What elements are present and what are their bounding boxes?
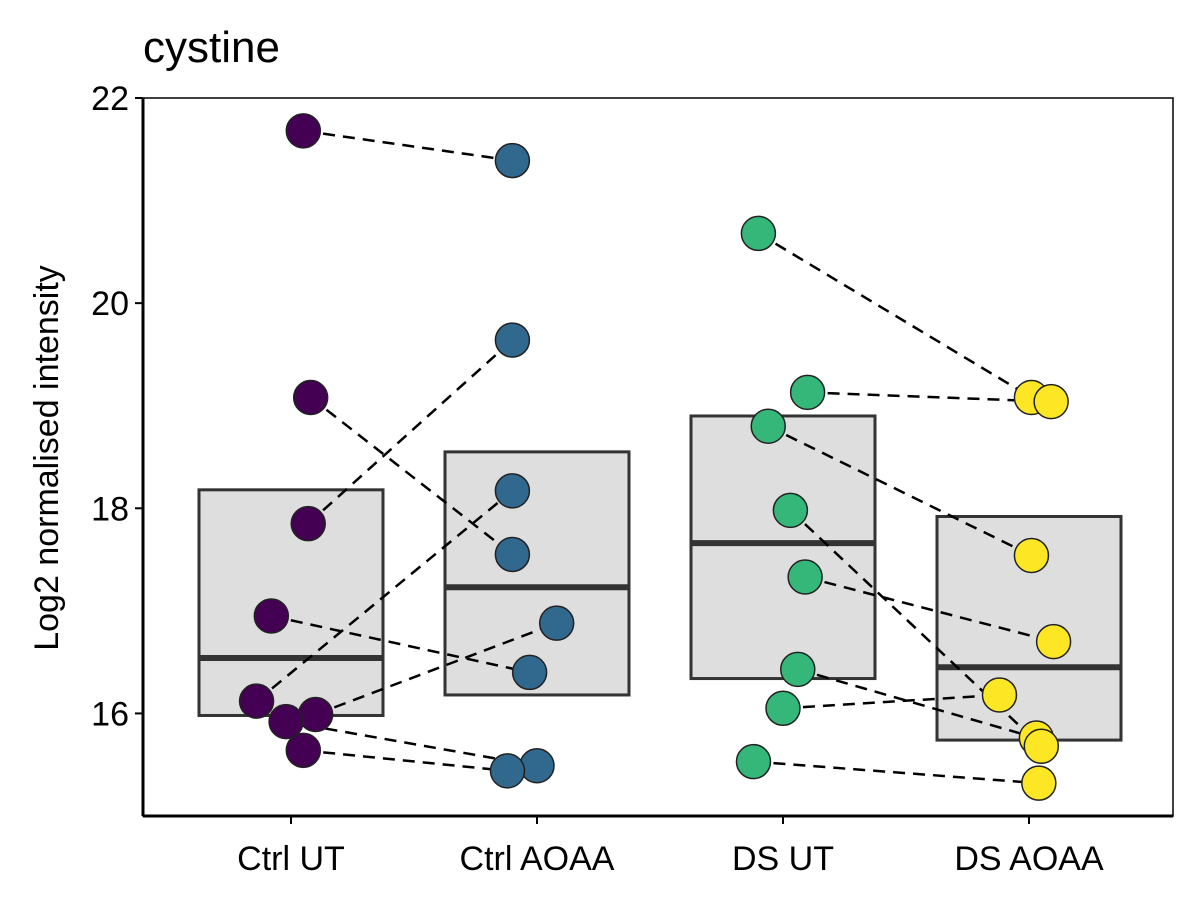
point-ds-ut-19 xyxy=(772,492,809,529)
y-tick-label-22: 22 xyxy=(91,80,129,118)
point-ctrl-aoaa-10 xyxy=(494,473,531,509)
pair-line-7 xyxy=(303,749,508,773)
point-ctrl-aoaa-13 xyxy=(511,654,548,691)
point-ctrl-ut-0 xyxy=(285,113,322,149)
pair-line-2 xyxy=(307,339,514,525)
point-ds-ut-20 xyxy=(787,559,823,595)
axes-layer: 16 18 20 22 Ctrl UT Ctrl AOAA DS UT DS AOAA xyxy=(91,80,1174,878)
point-ctrl-aoaa-15 xyxy=(489,753,526,789)
point-ctrl-aoaa-12 xyxy=(538,605,575,641)
y-tick-label-18: 18 xyxy=(91,490,129,528)
point-ds-aoaa-30 xyxy=(1023,728,1060,765)
pair-line-12 xyxy=(804,575,1054,643)
pair-line-10 xyxy=(767,425,1033,557)
point-ctrl-ut-4 xyxy=(238,683,275,719)
pair-line-5 xyxy=(315,621,558,716)
point-ds-ut-17 xyxy=(789,374,826,411)
pair-line-3 xyxy=(271,614,530,674)
point-ctrl-aoaa-8 xyxy=(494,142,531,179)
point-ctrl-ut-7 xyxy=(285,732,322,769)
point-ds-ut-16 xyxy=(740,215,777,252)
x-tick-label-ds-ut: DS UT xyxy=(732,840,834,878)
pair-line-13 xyxy=(797,668,1037,740)
point-ctrl-ut-5 xyxy=(297,696,334,733)
point-ds-aoaa-27 xyxy=(1035,623,1072,660)
point-ds-ut-21 xyxy=(780,651,816,688)
point-ctrl-ut-3 xyxy=(253,598,290,634)
boxes-layer xyxy=(197,414,1123,742)
pair-line-14 xyxy=(782,693,1000,710)
pair-line-8 xyxy=(757,232,1033,399)
point-ds-aoaa-25 xyxy=(1033,383,1069,420)
point-ctrl-aoaa-9 xyxy=(494,322,531,358)
pair-line-0 xyxy=(303,129,513,162)
point-ctrl-aoaa-14 xyxy=(519,747,555,784)
x-tick-label-ds-aoaa: DS AOAA xyxy=(954,840,1104,878)
point-ds-aoaa-26 xyxy=(1013,537,1050,574)
point-ds-ut-23 xyxy=(735,743,772,780)
point-ds-aoaa-31 xyxy=(1021,765,1057,801)
point-ctrl-ut-1 xyxy=(292,379,329,416)
box-ds-ut xyxy=(689,414,877,681)
point-ds-aoaa-28 xyxy=(981,677,1018,713)
pair-line-6 xyxy=(285,720,538,767)
pair-line-15 xyxy=(753,760,1039,785)
pair-line-9 xyxy=(807,391,1052,403)
x-tick-label-ctrl-aoaa: Ctrl AOAA xyxy=(460,840,615,878)
points-layer xyxy=(238,113,1072,801)
y-axis-title: Log2 normalised intensity xyxy=(28,265,66,651)
y-tick-label-16: 16 xyxy=(91,695,129,733)
point-ctrl-ut-6 xyxy=(268,703,304,740)
x-tick-label-ctrl-ut: Ctrl UT xyxy=(237,840,345,878)
pair-line-1 xyxy=(309,396,514,556)
y-tick-label-20: 20 xyxy=(91,285,129,323)
point-ctrl-aoaa-11 xyxy=(494,536,531,573)
point-ds-ut-18 xyxy=(750,408,786,444)
chart-title: cystine xyxy=(143,23,280,72)
pair-line-4 xyxy=(255,489,514,703)
point-ds-ut-22 xyxy=(765,690,801,727)
point-ctrl-ut-2 xyxy=(290,505,326,542)
